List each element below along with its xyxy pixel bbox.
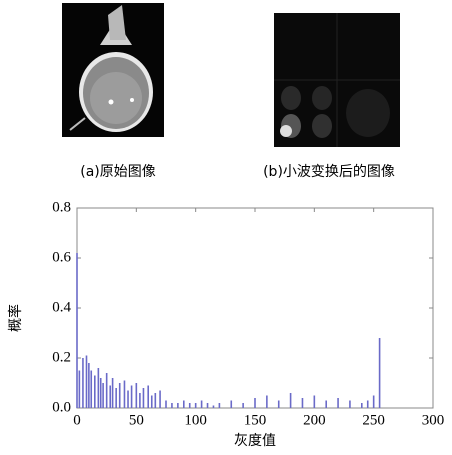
bar <box>118 383 121 408</box>
bar <box>349 400 351 408</box>
bar <box>188 403 191 408</box>
bar <box>102 383 104 408</box>
x-tick-label: 150 <box>244 412 267 428</box>
x-tick-label: 50 <box>129 412 144 428</box>
y-tick-label: 0.4 <box>52 299 71 315</box>
bar <box>150 395 153 408</box>
bar <box>366 400 369 408</box>
bar <box>142 388 145 408</box>
bar <box>111 378 114 408</box>
bar <box>99 378 102 408</box>
x-tick-label: 250 <box>362 412 385 428</box>
y-tick-label: 0.0 <box>52 399 71 415</box>
bar <box>105 373 108 408</box>
bar <box>76 253 78 408</box>
bar <box>277 400 280 408</box>
bar <box>154 393 157 408</box>
bar <box>301 398 304 408</box>
y-tick-label: 0.8 <box>52 199 71 215</box>
x-axis-label: 灰度值 <box>234 433 276 449</box>
bar <box>97 368 100 408</box>
bar <box>183 400 185 408</box>
bar <box>361 403 363 408</box>
bar <box>159 390 161 408</box>
bar <box>177 403 179 408</box>
bar <box>109 385 112 408</box>
bar <box>135 383 138 408</box>
bar <box>82 358 84 408</box>
bar <box>254 398 256 408</box>
y-axis-label: 概率 <box>7 304 24 332</box>
bar <box>337 398 339 408</box>
bar <box>218 403 221 408</box>
bar <box>206 403 209 408</box>
bar <box>289 393 292 408</box>
wavelet-image <box>274 13 400 147</box>
x-tick-label: 100 <box>184 412 207 428</box>
bar <box>115 388 117 408</box>
bar <box>123 380 126 408</box>
ct-image <box>62 3 164 137</box>
bar <box>378 338 381 408</box>
bar <box>94 375 96 408</box>
bar <box>85 355 88 408</box>
bar <box>325 400 327 408</box>
bar <box>78 370 81 408</box>
x-tick-label: 200 <box>303 412 326 428</box>
caption: (a)原始图像 <box>80 164 156 180</box>
bar <box>165 400 167 408</box>
bar <box>266 395 268 408</box>
bar <box>139 393 141 408</box>
bar <box>88 363 90 408</box>
bar <box>194 403 197 408</box>
bar <box>200 400 203 408</box>
bar <box>313 395 316 408</box>
y-tick-label: 0.2 <box>52 349 71 365</box>
bar <box>147 385 149 408</box>
bar <box>127 390 129 408</box>
bar <box>90 370 93 408</box>
bar <box>212 405 215 408</box>
x-tick-label: 300 <box>422 412 445 428</box>
bar <box>372 395 375 408</box>
x-tick-label: 0 <box>73 412 81 428</box>
bar <box>242 403 244 408</box>
caption: (b)小波变换后的图像 <box>263 163 395 180</box>
bar <box>171 403 173 408</box>
bar <box>230 400 233 408</box>
bar <box>130 385 133 408</box>
y-tick-label: 0.6 <box>52 249 71 265</box>
